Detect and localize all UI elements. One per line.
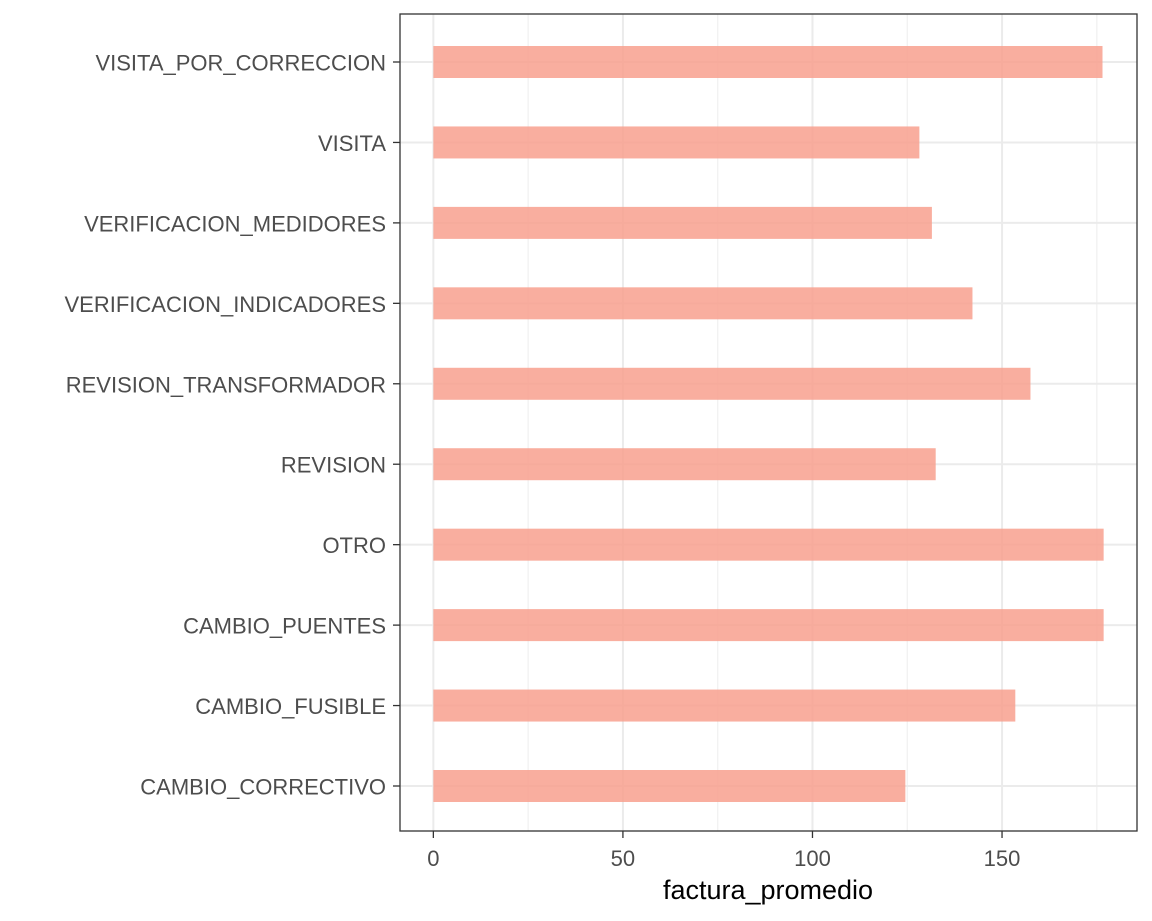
bar <box>433 46 1103 78</box>
x-tick-label: 0 <box>427 846 439 871</box>
y-axis-ticks: CAMBIO_CORRECTIVO CAMBIO_FUSIBLE CAMBIO_PU… <box>65 51 400 800</box>
y-tick-label: OTRO <box>322 533 386 558</box>
bar <box>433 528 1104 561</box>
x-tick-label: 100 <box>794 846 831 871</box>
bar <box>433 367 1031 400</box>
x-axis-ticks: 0 50 100 150 <box>427 831 1020 871</box>
y-tick-label: REVISION_TRANSFORMADOR <box>66 372 386 397</box>
bar <box>433 126 920 159</box>
x-tick-label: 50 <box>611 846 635 871</box>
bar <box>433 609 1104 642</box>
y-tick-label: CAMBIO_CORRECTIVO <box>140 775 386 800</box>
y-tick-label: REVISION <box>281 453 386 478</box>
bar <box>433 448 936 481</box>
bar <box>433 770 906 802</box>
x-axis-title: factura_promedio <box>663 875 873 905</box>
bars <box>433 46 1104 802</box>
y-tick-label: VERIFICACION_INDICADORES <box>65 292 387 317</box>
x-tick-label: 150 <box>984 846 1021 871</box>
bar <box>433 206 932 239</box>
y-tick-label: VISITA_POR_CORRECCION <box>95 51 386 76</box>
bar <box>433 287 973 320</box>
bar <box>433 689 1016 722</box>
plot-panel-border <box>399 13 1138 832</box>
y-tick-label: CAMBIO_FUSIBLE <box>195 694 386 719</box>
y-tick-label: CAMBIO_PUENTES <box>183 614 386 639</box>
y-tick-label: VISITA <box>318 131 386 156</box>
y-tick-label: VERIFICACION_MEDIDORES <box>84 211 386 236</box>
